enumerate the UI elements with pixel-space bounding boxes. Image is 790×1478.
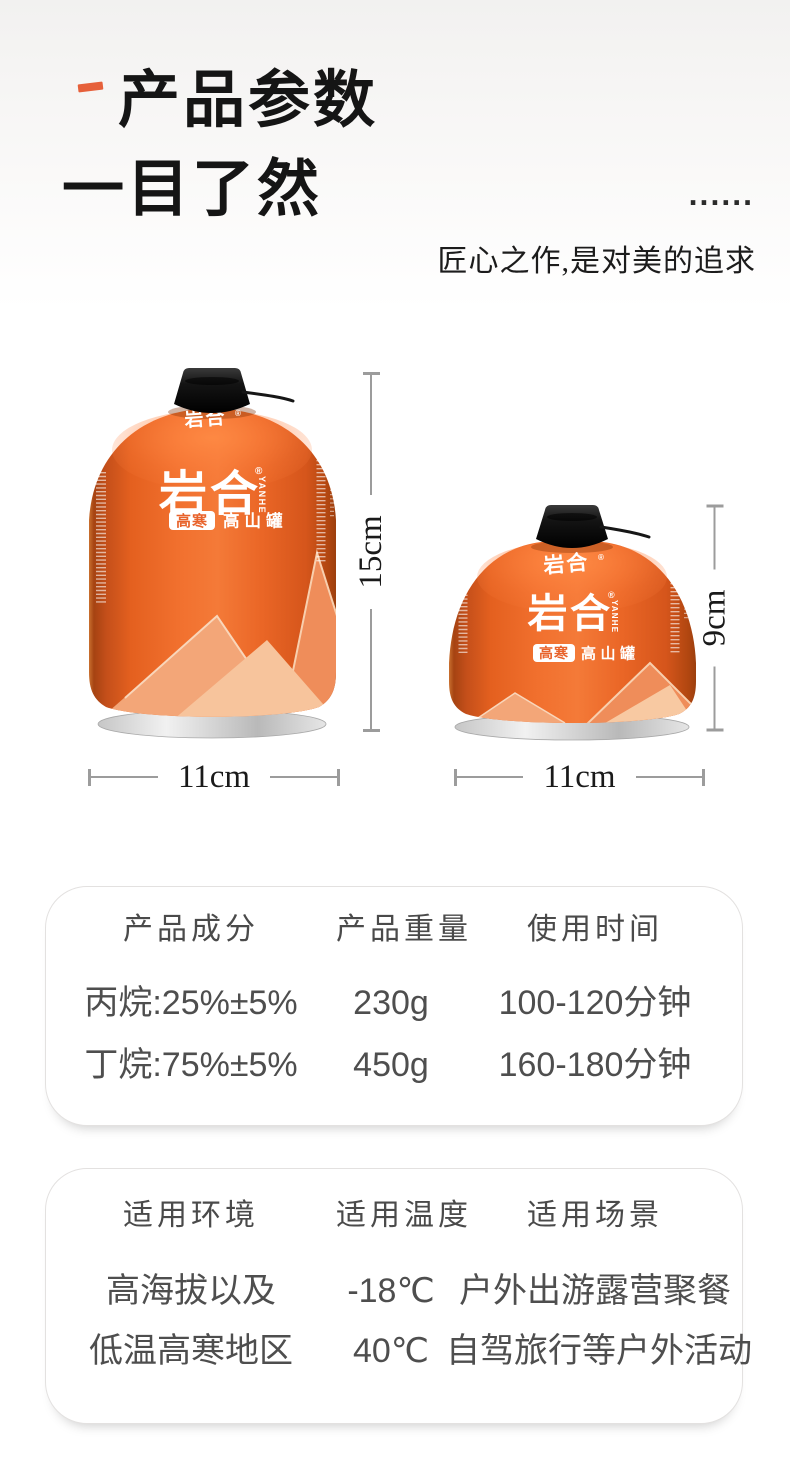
canister-body <box>89 408 336 717</box>
spec-header-row: 适用环境 适用温度 适用场景 <box>46 1199 742 1233</box>
spec-value: 高海拔以及 <box>106 1272 276 1310</box>
tagline: 匠心之作,是对美的追求 <box>437 245 756 278</box>
brand-text-english: YANHE <box>610 600 619 633</box>
width-dimension-large-can: 11cm <box>88 759 340 795</box>
spec-value: 丙烷:25%±5% <box>84 984 298 1022</box>
spec-data-row: 丙烷:25%±5% 230g 100-120分钟 <box>46 983 742 1023</box>
spec-value: 100-120分钟 <box>498 984 692 1022</box>
dimension-line <box>713 507 716 570</box>
ellipsis-dots: ...... <box>688 176 754 212</box>
dimension-label: 11cm <box>177 758 251 795</box>
spec-data-row: 高海拔以及 -18℃ 户外出游露营聚餐 <box>46 1271 742 1311</box>
dimension-line <box>457 775 524 779</box>
spec-card-usage: 适用环境 适用温度 适用场景 高海拔以及 -18℃ 户外出游露营聚餐 低温高寒地… <box>45 1168 752 1424</box>
column-header: 适用环境 <box>123 1199 259 1232</box>
dimension-label: 15cm <box>352 515 389 589</box>
gas-canister-small-image: 岩合 ® 岩合 ® YANHE 高寒 高山罐 <box>449 505 696 741</box>
registered-mark: ® <box>608 590 615 600</box>
dimension-line <box>635 775 702 779</box>
height-dimension-large-can: 15cm <box>352 371 389 732</box>
registered-mark: ® <box>255 466 263 477</box>
spec-value: 230g <box>353 984 429 1022</box>
title-accent-dash-icon <box>77 81 104 93</box>
canister-dome-highlight <box>477 541 667 613</box>
cap-wire <box>241 390 295 403</box>
page-title-line2: 一目了然 <box>62 155 323 224</box>
canister-dome-highlight <box>112 410 312 490</box>
brand-text-main: 岩合 <box>528 592 613 636</box>
dimension-label: 11cm <box>543 758 616 795</box>
dimension-line <box>713 666 716 729</box>
cap-top-crease <box>185 377 239 385</box>
cap-top-crease <box>547 513 597 521</box>
column-header: 使用时间 <box>527 913 663 946</box>
spec-value: 40℃ <box>352 1332 429 1370</box>
badge-background <box>169 511 215 530</box>
brand-label: 岩合 ® 岩合 ® YANHE 高寒 高山罐 <box>528 550 640 663</box>
page-title-line1: 产品参数 <box>118 66 379 135</box>
brand-text-english: YANHE <box>257 476 267 514</box>
badge-suffix-text: 高山罐 <box>581 645 640 663</box>
dimension-end-tick <box>362 371 380 375</box>
dimension-end-tick <box>454 768 457 786</box>
dimension-end-tick <box>362 729 380 732</box>
badge-suffix-text: 高山罐 <box>223 511 288 531</box>
height-dimension-small-can: 9cm <box>696 504 733 732</box>
spec-value: 160-180分钟 <box>498 1046 692 1084</box>
dimension-line <box>369 374 373 496</box>
regulatory-fine-print-strips <box>96 452 334 603</box>
badge-text: 高寒 <box>539 645 569 661</box>
dimension-line <box>369 608 373 729</box>
spec-value: 自驾旅行等户外活动 <box>446 1332 752 1370</box>
spec-data-row: 低温高寒地区 40℃ 自驾旅行等户外活动 <box>46 1331 752 1371</box>
width-dimension-small-can: 11cm <box>454 759 705 795</box>
column-header: 产品成分 <box>123 913 259 946</box>
spec-header-row: 产品成分 产品重量 使用时间 <box>46 913 742 947</box>
spec-value: 450g <box>353 1046 429 1084</box>
dimension-label: 9cm <box>696 589 732 647</box>
dimension-end-tick <box>88 768 91 786</box>
column-header: 产品重量 <box>336 913 472 946</box>
canister-cap <box>536 505 608 548</box>
spec-value: -18℃ <box>347 1272 435 1310</box>
dimension-line <box>270 775 337 779</box>
spec-value: 低温高寒地区 <box>89 1332 293 1370</box>
brand-text-dome: 岩合 <box>541 550 590 578</box>
spec-value: 丁烷:75%±5% <box>84 1046 298 1084</box>
dimension-end-tick <box>706 504 723 508</box>
dimension-end-tick <box>337 768 340 786</box>
dimension-end-tick <box>706 728 723 732</box>
column-header: 适用场景 <box>527 1199 663 1232</box>
canister-cap <box>174 368 250 413</box>
column-header: 适用温度 <box>336 1199 472 1232</box>
registered-mark-dome: ® <box>235 409 241 418</box>
registered-mark-dome: ® <box>598 553 604 562</box>
badge-background <box>533 644 575 662</box>
spec-data-row: 丁烷:75%±5% 450g 160-180分钟 <box>46 1045 742 1085</box>
spec-value: 户外出游露营聚餐 <box>459 1272 731 1310</box>
cap-wire <box>599 525 651 539</box>
dimension-line <box>91 775 158 779</box>
spec-card-composition: 产品成分 产品重量 使用时间 丙烷:25%±5% 230g 100-120分钟 … <box>45 886 743 1126</box>
mountain-graphic <box>99 549 336 717</box>
gas-canister-large-image: 岩合 ® 岩合 ® YANHE 高寒 高山罐 <box>89 368 336 739</box>
badge-text: 高寒 <box>176 512 208 530</box>
regulatory-fine-print-strips <box>458 575 688 655</box>
dimension-end-tick <box>702 768 705 786</box>
